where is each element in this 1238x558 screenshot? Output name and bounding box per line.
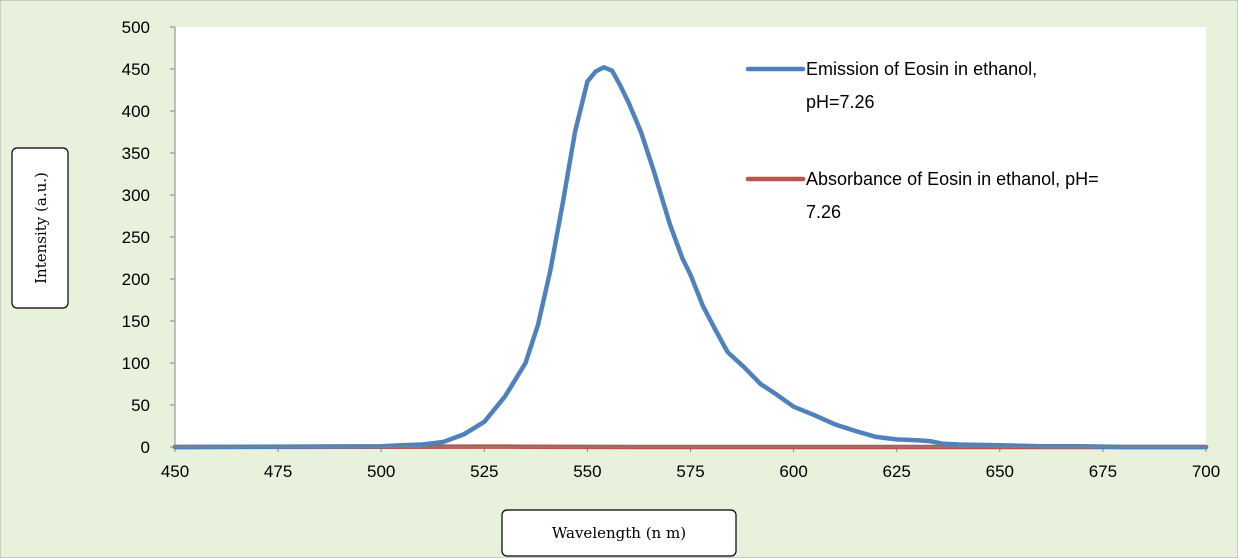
plot-area <box>175 27 1206 447</box>
legend-label-0: Emission of Eosin in ethanol, <box>806 59 1037 79</box>
x-tick-label: 575 <box>676 462 704 481</box>
y-axis-title-box: Intensity (a.u.) <box>11 147 69 309</box>
x-axis-title: Wavelength (n m) <box>552 524 686 542</box>
y-tick-label: 500 <box>122 18 150 37</box>
y-tick-label: 450 <box>122 60 150 79</box>
x-tick-label: 525 <box>470 462 498 481</box>
y-tick-label: 250 <box>122 228 150 247</box>
legend-label-0: pH=7.26 <box>806 92 875 112</box>
x-tick-label: 600 <box>779 462 807 481</box>
x-tick-label: 475 <box>264 462 292 481</box>
x-tick-label: 700 <box>1192 462 1220 481</box>
y-tick-label: 200 <box>122 270 150 289</box>
x-axis-ticks: 450 475 500 525 550 575 600 625 650 675 700 <box>161 447 1220 481</box>
x-tick-label: 550 <box>573 462 601 481</box>
x-axis-title-box: Wavelength (n m) <box>501 509 737 557</box>
x-tick-label: 500 <box>367 462 395 481</box>
x-tick-label: 450 <box>161 462 189 481</box>
x-tick-label: 650 <box>986 462 1014 481</box>
x-tick-label: 675 <box>1089 462 1117 481</box>
y-tick-label: 350 <box>122 144 150 163</box>
legend-label-1: Absorbance of Eosin in ethanol, pH= <box>806 169 1099 189</box>
y-axis-ticks: 0 50 100 150 200 250 300 350 400 450 500 <box>122 18 175 457</box>
y-tick-label: 100 <box>122 354 150 373</box>
y-axis-title: Intensity (a.u.) <box>32 172 50 284</box>
y-tick-label: 400 <box>122 102 150 121</box>
y-tick-label: 300 <box>122 186 150 205</box>
y-tick-label: 150 <box>122 312 150 331</box>
series-line-0 <box>172 65 1209 450</box>
legend: Emission of Eosin in ethanol, pH=7.26 Abso… <box>745 59 1099 222</box>
legend-label-1: 7.26 <box>806 202 841 222</box>
y-tick-label: 50 <box>131 396 150 415</box>
y-tick-label: 0 <box>141 438 150 457</box>
x-tick-label: 625 <box>883 462 911 481</box>
